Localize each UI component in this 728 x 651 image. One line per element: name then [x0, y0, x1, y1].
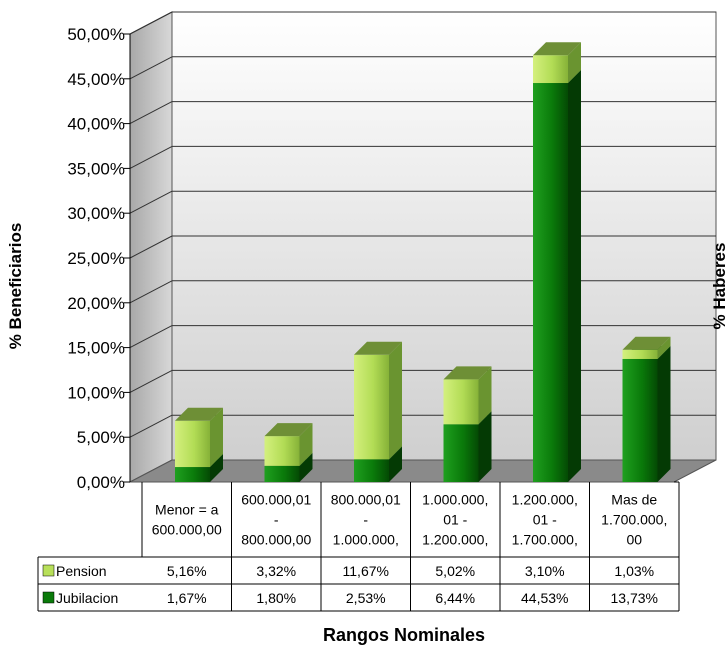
data-table: Menor = a 600.000,00 600.000,01 - 800.000,00… — [37, 481, 680, 612]
y-tick-label: 35,00% — [67, 159, 125, 178]
y-tick-label: 45,00% — [67, 70, 125, 89]
y-tick-label: 40,00% — [67, 115, 125, 134]
y-tick-label: 15,00% — [67, 339, 125, 358]
y-tick-label: 50,00% — [67, 25, 125, 44]
category-label: 800.000,01 — [331, 492, 401, 508]
gridline-side — [129, 325, 173, 349]
data-label-jubilacion: 1,67% — [167, 590, 207, 606]
gridline-side — [129, 101, 173, 125]
gridline-side — [129, 56, 173, 80]
category-label: Menor = a — [155, 502, 219, 518]
data-label-pension: 3,32% — [256, 563, 296, 579]
bar-pension — [175, 407, 223, 468]
bars — [175, 42, 671, 482]
x-axis-title: Rangos Nominales — [323, 625, 485, 645]
bar-pension — [533, 42, 581, 84]
y-tick-label: 5,00% — [77, 428, 125, 447]
y-tick-label: 10,00% — [67, 383, 125, 402]
category-label: 1.200.000, — [512, 492, 578, 508]
category-label: Mas de — [611, 492, 657, 508]
y-tick-label: 20,00% — [67, 294, 125, 313]
category-label: 1.700.000, — [512, 532, 578, 548]
category-label: 1.700.000, — [601, 512, 667, 528]
y-tick-label: 0,00% — [77, 473, 125, 492]
legend-swatch-pension — [42, 564, 55, 577]
category-label: - — [363, 512, 368, 528]
legend-swatch-jubilacion — [42, 591, 55, 604]
category-label: 1.200.000, — [422, 532, 488, 548]
category-label: 1.000.000, — [333, 532, 399, 548]
gridline-side — [129, 235, 173, 259]
gridline-side — [129, 280, 173, 304]
y-tick-label: 30,00% — [67, 204, 125, 223]
data-label-jubilacion: 2,53% — [346, 590, 386, 606]
y-tick-labels: 0,00% 5,00% 10,00% 15,00% 20,00% 25,00% 30,00%… — [67, 25, 130, 492]
data-label-pension: 5,02% — [435, 563, 475, 579]
bar-pension — [264, 423, 313, 466]
y-axis-title: % Beneficiarios — [6, 223, 25, 350]
category-label: 01 - — [443, 512, 467, 528]
data-label-pension: 11,67% — [343, 563, 389, 579]
category-label: 00 — [626, 532, 642, 548]
bar-jubilacion — [533, 70, 581, 482]
data-label-pension: 3,10% — [525, 563, 565, 579]
category-label: 1.000.000, — [422, 492, 488, 508]
legend-label-pension: Pension — [56, 563, 107, 579]
data-label-pension: 1,03% — [614, 563, 654, 579]
bar-pension — [622, 336, 671, 359]
category-label: 800.000,00 — [241, 532, 311, 548]
gridline-side — [129, 190, 173, 214]
gridline-side — [129, 11, 173, 35]
category-label: 600.000,00 — [152, 522, 222, 538]
bar-jubilacion — [622, 345, 671, 482]
category-label: 600.000,01 — [241, 492, 311, 508]
y2-axis-title: % Haberes — [710, 243, 728, 330]
category-label: 01 - — [533, 512, 557, 528]
gridlines — [129, 11, 716, 438]
category-label: - — [274, 512, 279, 528]
gridline-side — [129, 145, 173, 169]
data-label-jubilacion: 13,73% — [611, 590, 658, 606]
gridline-side — [129, 369, 173, 393]
y-tick-label: 25,00% — [67, 249, 125, 268]
bar-pension — [354, 341, 402, 460]
gridline-side — [129, 414, 173, 438]
data-label-jubilacion: 1,80% — [256, 590, 296, 606]
data-label-jubilacion: 6,44% — [435, 590, 475, 606]
bar-pension — [443, 366, 492, 425]
legend-label-jubilacion: Jubilacion — [56, 590, 118, 606]
data-label-jubilacion: 44,53% — [521, 590, 568, 606]
data-label-pension: 5,16% — [167, 563, 207, 579]
